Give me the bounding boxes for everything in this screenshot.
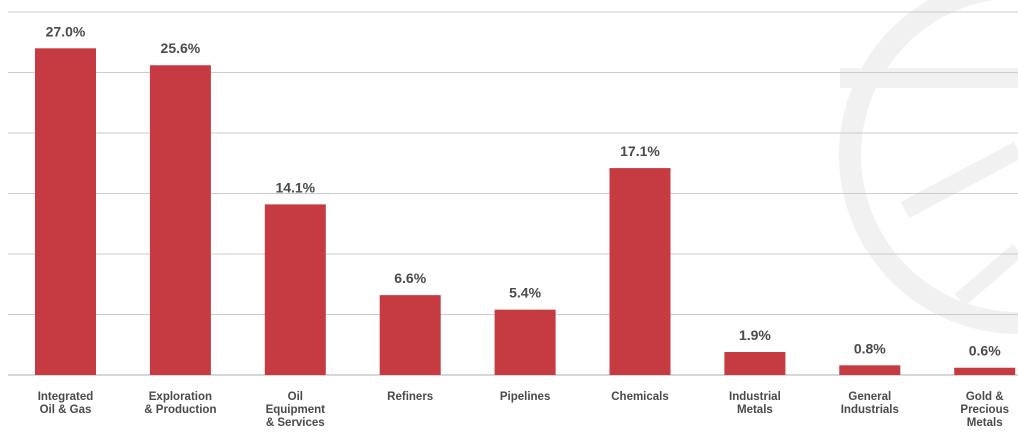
x-tick-label: General Industrials xyxy=(841,391,899,416)
bar xyxy=(609,168,671,375)
x-tick-label: Refiners xyxy=(387,391,433,403)
bar xyxy=(954,367,1016,375)
watermark-diagonal xyxy=(954,243,1018,307)
x-tick-labels: Integrated Oil & Gas Exploration & Producti… xyxy=(38,391,1009,429)
x-tick-label: Industrial Metals xyxy=(729,391,781,416)
data-label: 1.9% xyxy=(739,327,771,343)
bar xyxy=(35,48,96,376)
watermark-ring xyxy=(839,0,1018,334)
data-label: 6.6% xyxy=(394,270,426,286)
bar xyxy=(149,65,211,376)
bar xyxy=(839,365,901,375)
x-tick-label: Integrated Oil & Gas xyxy=(38,391,94,416)
watermark-logo xyxy=(839,0,1018,334)
bar xyxy=(379,295,441,375)
data-label: 0.6% xyxy=(969,343,1001,359)
data-label: 27.0% xyxy=(46,23,86,39)
x-tick-label: Chemicals xyxy=(611,391,669,403)
watermark-diagonal xyxy=(900,142,1018,218)
x-tick-label: Exploration & Production xyxy=(144,391,216,416)
data-label: 0.8% xyxy=(854,340,886,356)
x-tick-label: Gold & Precious Metals xyxy=(960,391,1009,429)
data-label: 25.6% xyxy=(161,40,201,56)
data-labels: 27.0% 25.6% 14.1% 6.6% 5.4% 17.1% 1.9% 0.8% 0.6% xyxy=(46,23,1002,358)
data-label: 5.4% xyxy=(509,285,541,301)
x-tick-label: Pipelines xyxy=(500,391,551,403)
bar xyxy=(494,309,556,375)
bar xyxy=(724,352,786,375)
bar xyxy=(264,204,326,375)
x-tick-label: Oil Equipment & Services xyxy=(266,391,326,429)
data-label: 17.1% xyxy=(620,143,660,159)
data-label: 14.1% xyxy=(275,179,315,195)
bars xyxy=(35,48,1016,376)
